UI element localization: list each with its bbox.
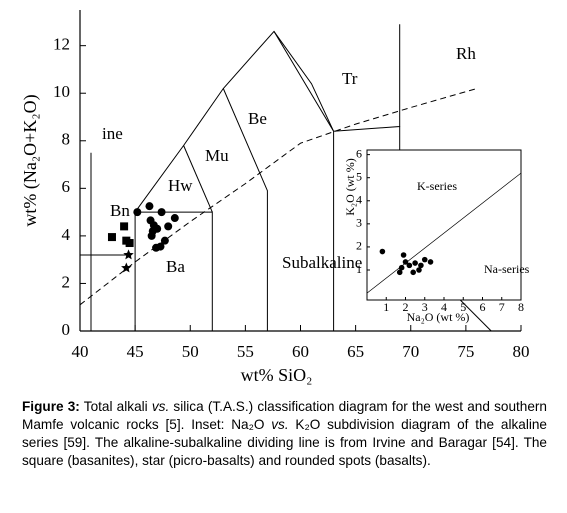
x-tick-label: 70: [402, 342, 419, 361]
field-label: Subalkaline: [282, 253, 362, 272]
field-boundary: [222, 88, 268, 331]
y-tick-label: 2: [356, 239, 362, 253]
y-tick-label: 4: [62, 225, 71, 244]
field-boundary: [366, 172, 522, 294]
y-tick-label: 10: [53, 82, 70, 101]
x-tick-label: 50: [182, 342, 199, 361]
x-tick-label: 2: [403, 300, 409, 314]
field-label: Be: [248, 109, 267, 128]
x-tick-label: 75: [457, 342, 474, 361]
y-axis-label: K₂O (wt %): [343, 158, 357, 216]
y-axis-label: wt% (Na₂O+K₂O): [20, 94, 41, 226]
caption-text: vs.: [151, 399, 170, 414]
x-tick-label: 1: [383, 300, 389, 314]
y-tick-label: 1: [356, 262, 362, 276]
square-point: [125, 239, 134, 248]
x-tick-label: 5: [460, 300, 466, 314]
caption-text: Total alkali: [79, 399, 152, 414]
square-point: [120, 222, 129, 231]
y-tick-label: 6: [62, 177, 71, 196]
x-tick-label: 4: [441, 300, 447, 314]
x-tick-label: 65: [347, 342, 364, 361]
x-tick-label: 45: [127, 342, 144, 361]
circle-point: [402, 259, 409, 265]
y-tick-label: 3: [356, 216, 362, 230]
y-tick-label: 6: [356, 146, 362, 160]
circle-point: [170, 214, 179, 223]
field-label: Hw: [168, 176, 193, 195]
field-boundary: [273, 31, 335, 331]
circle-point: [412, 260, 418, 266]
circle-point: [421, 256, 428, 263]
circle-point: [152, 243, 161, 252]
x-tick-label: 8: [518, 300, 524, 314]
circle-point: [160, 236, 169, 245]
circle-point: [133, 208, 142, 217]
circle-point: [410, 269, 417, 276]
field-boundary: [183, 145, 213, 213]
field-boundary: [134, 30, 335, 213]
star-point: [121, 262, 132, 273]
x-axis-label: wt% SiO₂: [241, 365, 313, 385]
x-tick-label: 60: [292, 342, 309, 361]
circle-point: [400, 252, 407, 258]
circle-point: [153, 224, 162, 233]
y-tick-label: 0: [62, 320, 71, 339]
inset-frame: [366, 149, 522, 301]
field-boundary: [460, 299, 492, 332]
y-tick-label: 2: [62, 272, 71, 291]
circle-point: [398, 264, 405, 271]
x-tick-label: 40: [72, 342, 89, 361]
x-tick-label: 7: [499, 300, 505, 314]
y-tick-label: 4: [356, 193, 362, 207]
x-tick-label: 3: [422, 300, 428, 314]
field-label: K-series: [417, 179, 457, 193]
circle-point: [157, 208, 166, 217]
circle-point: [396, 269, 403, 276]
x-axis-label: Na₂O (wt %): [407, 310, 470, 324]
x-tick-label: 55: [237, 342, 254, 361]
star-point: [123, 249, 134, 260]
x-tick-label: 6: [480, 300, 486, 314]
caption-label: Figure 3:: [22, 399, 80, 414]
field-label: Mu: [205, 146, 229, 165]
x-tick-label: 80: [513, 342, 530, 361]
circle-point: [145, 202, 154, 211]
circle-point: [427, 259, 434, 265]
field-label: Bn: [110, 201, 130, 220]
caption-text: K₂O subdivision diagram of the alkaline …: [22, 417, 547, 468]
y-tick-label: 8: [62, 130, 71, 149]
field-label: Ba: [166, 257, 185, 276]
caption: Figure 3: Total alkali vs. silica (T.A.S…: [22, 398, 547, 470]
circle-point: [418, 262, 424, 269]
caption-text: vs.: [271, 417, 289, 432]
field-label: Rh: [456, 44, 476, 63]
caption-text: silica (T.A.S.) classification diagram f…: [22, 399, 547, 432]
field-boundary: [134, 211, 213, 331]
circle-point: [406, 262, 413, 269]
circle-point: [416, 267, 422, 273]
field-label: Na-series: [484, 262, 530, 276]
field-label: ine: [102, 124, 123, 143]
divide-line: [79, 88, 478, 306]
y-tick-label: 5: [356, 169, 362, 183]
field-label: Tr: [342, 69, 358, 88]
y-tick-label: 12: [53, 35, 70, 54]
circle-point: [164, 222, 173, 231]
square-point: [107, 233, 116, 242]
circle-point: [379, 248, 386, 255]
